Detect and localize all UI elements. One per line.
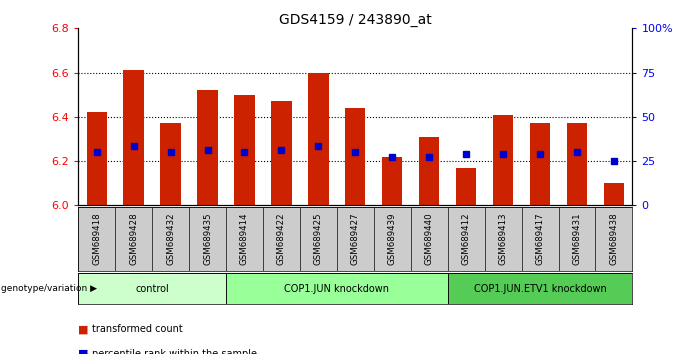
- Bar: [308, 73, 328, 205]
- Text: GSM689414: GSM689414: [240, 213, 249, 265]
- Bar: [337, 207, 374, 271]
- Text: control: control: [135, 284, 169, 293]
- Text: GSM689431: GSM689431: [573, 213, 581, 265]
- Text: GSM689440: GSM689440: [425, 213, 434, 265]
- Bar: [263, 207, 300, 271]
- Bar: [382, 157, 403, 205]
- Title: GDS4159 / 243890_at: GDS4159 / 243890_at: [279, 13, 432, 27]
- Text: GSM689432: GSM689432: [166, 213, 175, 265]
- Bar: [374, 207, 411, 271]
- Bar: [124, 70, 143, 205]
- Text: ■: ■: [78, 349, 88, 354]
- Text: COP1.JUN.ETV1 knockdown: COP1.JUN.ETV1 knockdown: [474, 284, 607, 293]
- Bar: [115, 207, 152, 271]
- Bar: [152, 207, 189, 271]
- Bar: [345, 108, 365, 205]
- Text: COP1.JUN knockdown: COP1.JUN knockdown: [284, 284, 390, 293]
- Text: genotype/variation ▶: genotype/variation ▶: [1, 284, 97, 293]
- Text: GSM689412: GSM689412: [462, 213, 471, 265]
- Bar: [419, 137, 439, 205]
- Bar: [189, 207, 226, 271]
- Text: GSM689425: GSM689425: [314, 213, 323, 265]
- Bar: [596, 207, 632, 271]
- Text: GSM689435: GSM689435: [203, 213, 212, 265]
- Bar: [567, 124, 587, 205]
- Bar: [78, 207, 115, 271]
- Bar: [447, 207, 485, 271]
- Bar: [300, 207, 337, 271]
- Text: ■: ■: [78, 324, 88, 334]
- Text: GSM689417: GSM689417: [536, 213, 545, 265]
- Bar: [456, 168, 476, 205]
- Bar: [226, 207, 263, 271]
- Bar: [485, 207, 522, 271]
- Bar: [78, 273, 226, 304]
- Text: GSM689413: GSM689413: [498, 213, 507, 265]
- Bar: [226, 273, 447, 304]
- Bar: [530, 124, 550, 205]
- Text: GSM689428: GSM689428: [129, 213, 138, 265]
- Text: GSM689418: GSM689418: [92, 213, 101, 265]
- Bar: [558, 207, 596, 271]
- Bar: [604, 183, 624, 205]
- Text: transformed count: transformed count: [92, 324, 182, 334]
- Text: GSM689438: GSM689438: [609, 213, 618, 265]
- Bar: [271, 101, 292, 205]
- Bar: [522, 207, 558, 271]
- Bar: [197, 90, 218, 205]
- Bar: [493, 115, 513, 205]
- Bar: [447, 273, 632, 304]
- Text: percentile rank within the sample: percentile rank within the sample: [92, 349, 257, 354]
- Text: GSM689422: GSM689422: [277, 213, 286, 265]
- Bar: [86, 113, 107, 205]
- Bar: [160, 124, 181, 205]
- Bar: [411, 207, 447, 271]
- Text: GSM689427: GSM689427: [351, 213, 360, 265]
- Bar: [235, 95, 254, 205]
- Text: GSM689439: GSM689439: [388, 213, 396, 265]
